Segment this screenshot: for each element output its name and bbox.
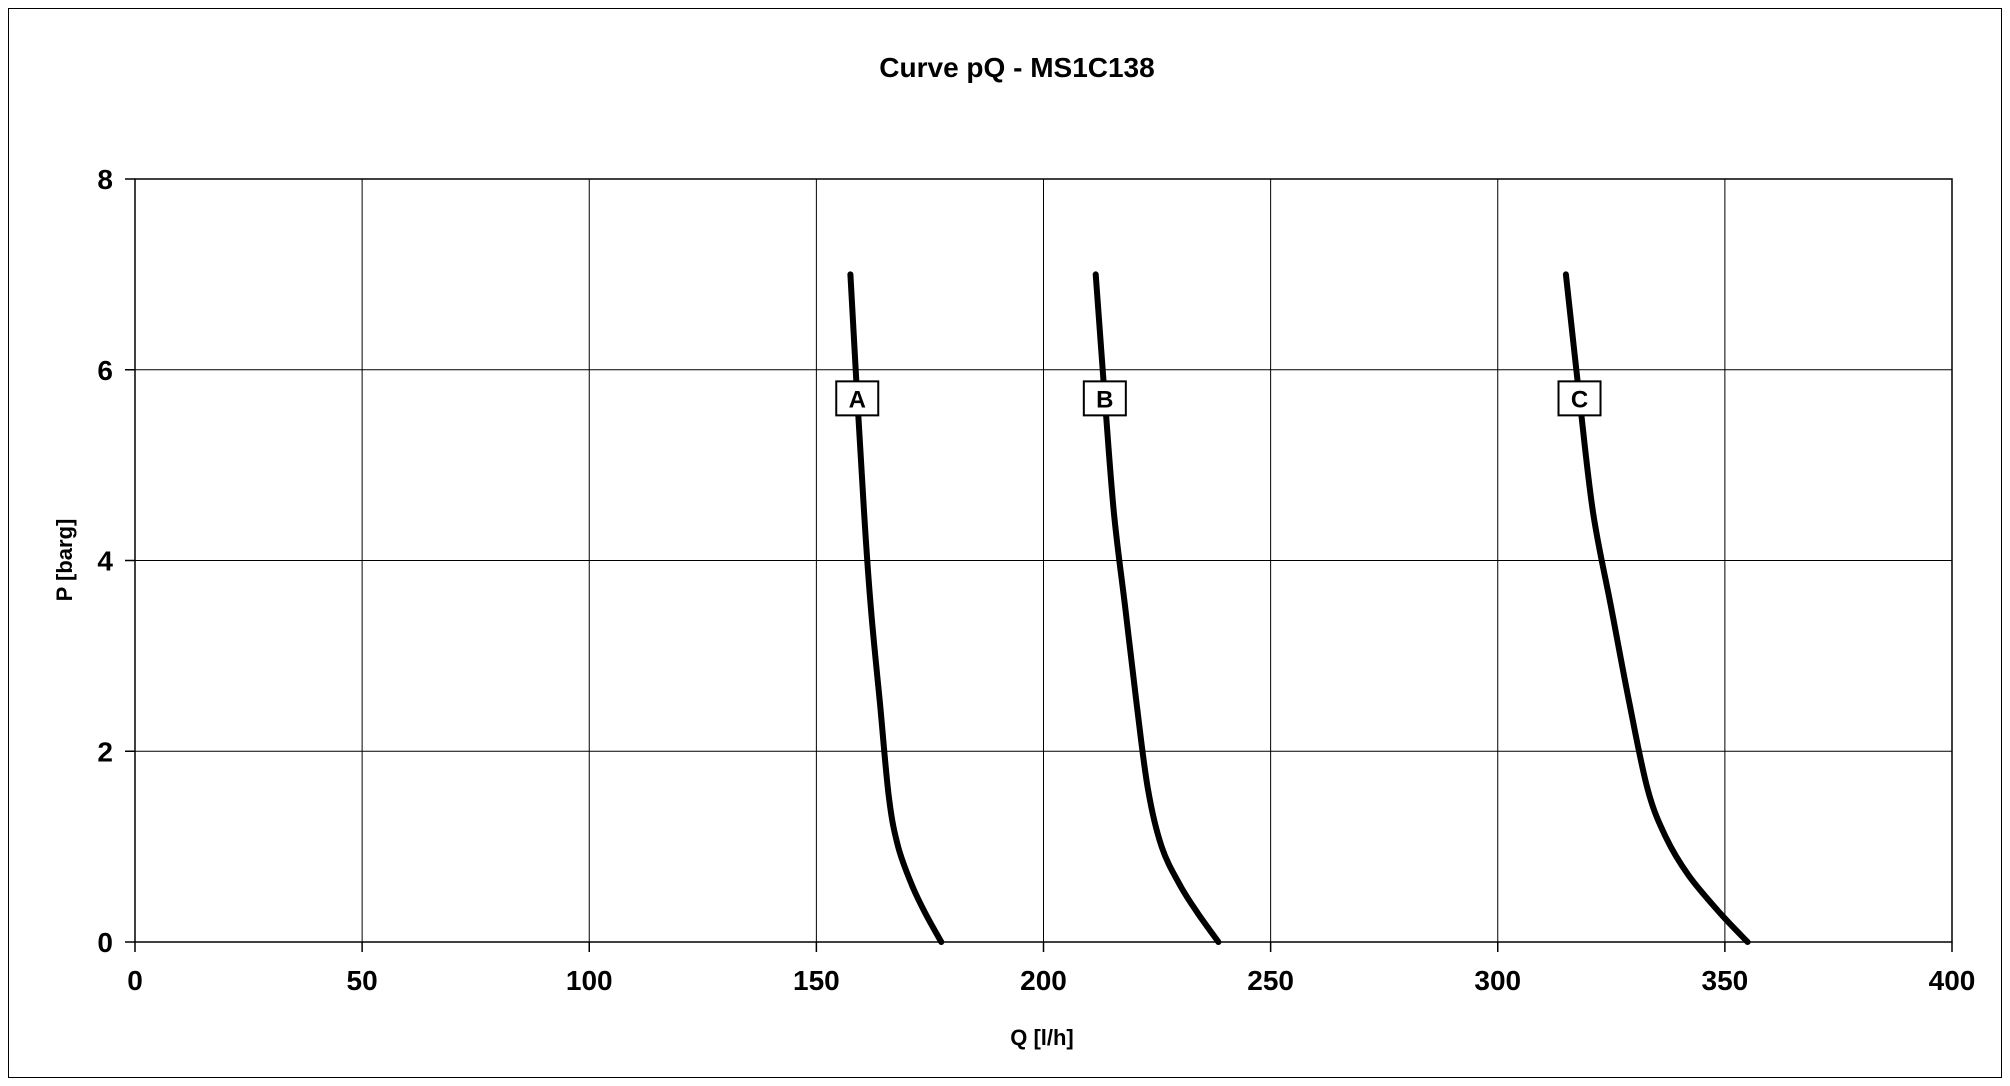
series-line-c: [1562, 271, 1751, 945]
x-tick-label: 400: [1929, 965, 1976, 996]
series-line-b: [1092, 271, 1222, 945]
chart-frame: [8, 8, 2002, 1078]
grid: [134, 178, 1953, 943]
curve-label-text: B: [1096, 386, 1113, 413]
series-group: [847, 271, 1751, 945]
axis-ticks: 0 50 100 150 200 250 300 350 400 0 2 4 6 8: [97, 164, 1975, 996]
x-tick-label: 100: [566, 965, 613, 996]
x-tick-label: 300: [1474, 965, 1521, 996]
x-tick-label: 200: [1020, 965, 1067, 996]
curve-label-box: [835, 380, 880, 417]
x-tick-label: 0: [127, 965, 143, 996]
curve-label-a: A: [835, 380, 880, 417]
x-tick-label: 250: [1247, 965, 1294, 996]
curve-label-b: B: [1082, 380, 1127, 417]
curve-label-c: C: [1557, 380, 1602, 417]
series-line-a: [847, 271, 945, 945]
y-tick-label: 0: [97, 927, 113, 958]
curve-label-text: A: [849, 386, 866, 413]
y-tick-label: 6: [97, 355, 113, 386]
y-tick-label: 4: [97, 546, 113, 577]
x-tick-label: 50: [347, 965, 378, 996]
y-tick-label: 8: [97, 164, 113, 195]
x-tick-label: 150: [793, 965, 840, 996]
curve-label-text: C: [1571, 386, 1588, 413]
x-tick-label: 350: [1702, 965, 1749, 996]
curve-label-box: [1082, 380, 1127, 417]
x-axis-label: Q [l/h]: [1010, 1025, 1074, 1050]
curve-labels: A B C: [835, 380, 1602, 417]
curve-label-box: [1557, 380, 1602, 417]
chart-title: Curve pQ - MS1C138: [879, 52, 1154, 83]
y-tick-label: 2: [97, 736, 113, 767]
y-axis-label: P [barg]: [52, 519, 77, 602]
